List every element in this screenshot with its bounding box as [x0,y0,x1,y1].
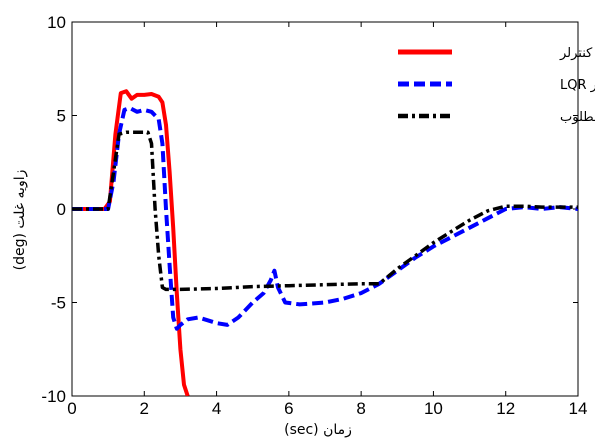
series-line-0 [72,89,190,396]
y-axis-ticks: 10 5 0 -5 -10 [41,13,578,406]
x-tick-label: 14 [569,399,588,418]
legend-entry-0: بدون کنترلر [559,46,595,61]
x-tick-label: 4 [212,399,221,418]
y-tick-label: -5 [51,294,66,313]
y-tick-label: 0 [57,200,66,219]
x-tick-label: 8 [356,399,365,418]
x-tick-label: 12 [496,399,515,418]
y-tick-label: -10 [41,387,66,406]
x-tick-label: 0 [67,399,76,418]
series-line-2 [72,130,578,292]
x-tick-label: 6 [284,399,293,418]
x-tick-label: 2 [140,399,149,418]
x-axis-label: زمان (sec) [284,422,352,438]
legend: بدون کنترلر کنترلر LQR مقدار مطلوب [398,46,595,125]
x-tick-label: 10 [424,399,443,418]
y-tick-label: 10 [47,13,66,32]
legend-entry-1: کنترلر LQR [560,78,595,93]
series-line-1 [72,106,578,331]
x-axis-ticks: 0 2 4 6 8 10 12 14 [67,22,587,418]
y-tick-label: 5 [57,107,66,126]
y-axis-label: زاویه غلت (deg) [12,170,28,271]
series-layer [72,89,578,396]
legend-entry-2: مقدار مطلوب [560,110,595,125]
